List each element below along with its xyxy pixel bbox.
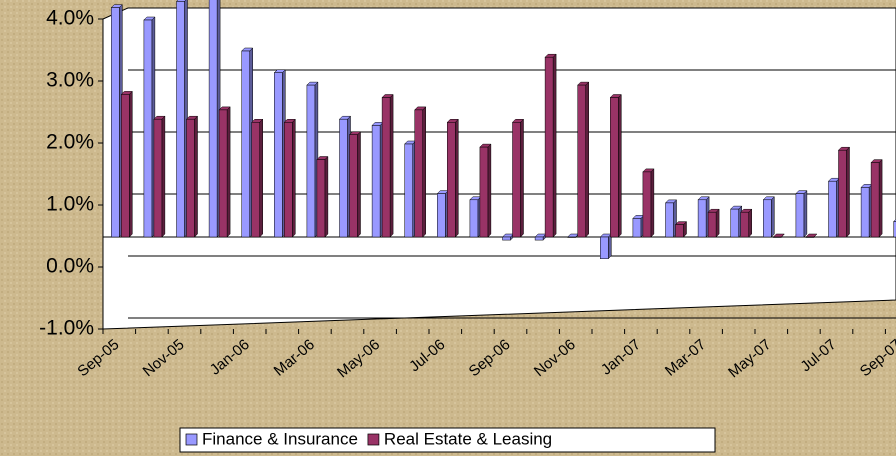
bar <box>805 236 815 238</box>
y-tick-label: 4.0% <box>46 7 94 30</box>
bar <box>121 94 130 238</box>
legend-swatch <box>185 433 198 446</box>
bar <box>642 171 652 238</box>
y-tick-label: 3.0% <box>46 69 94 92</box>
legend-label: Real Estate & Leasing <box>384 429 552 448</box>
bar <box>414 109 423 238</box>
bar-side <box>487 143 492 238</box>
bar <box>577 84 586 238</box>
bar <box>284 122 293 238</box>
legend-box <box>179 427 716 453</box>
bar-side <box>324 155 329 238</box>
bar-side <box>803 189 808 238</box>
bar <box>544 56 554 238</box>
bar-side <box>846 146 850 238</box>
bar <box>763 199 772 238</box>
bar-side <box>552 53 557 238</box>
bar <box>381 97 391 238</box>
plot-area <box>102 7 896 330</box>
bar-side <box>618 93 622 238</box>
bar <box>241 50 250 238</box>
bar <box>600 236 609 259</box>
bar <box>176 1 185 238</box>
bar-side <box>650 168 655 238</box>
bar <box>838 149 847 238</box>
bar <box>479 146 489 238</box>
y-tick-label: 2.0% <box>46 131 94 154</box>
y-tick-label: 0.0% <box>46 255 94 278</box>
bar-side <box>161 115 166 238</box>
bar <box>306 84 316 238</box>
bar-side <box>357 131 361 238</box>
bar-side <box>715 208 720 238</box>
bar <box>143 19 153 238</box>
legend-label: Finance & Insurance <box>202 429 358 448</box>
bar <box>795 193 805 238</box>
y-tick-label: -1.0% <box>39 317 94 340</box>
bar-side <box>226 106 231 238</box>
bar-side <box>129 90 133 238</box>
bar-side <box>748 208 752 238</box>
bar <box>469 199 479 238</box>
bar-side <box>194 115 198 238</box>
bar <box>339 118 348 238</box>
bar-side <box>608 233 612 260</box>
bar <box>186 118 195 238</box>
bar <box>534 236 544 241</box>
bar <box>707 211 717 238</box>
bar-side <box>422 106 426 238</box>
bar <box>447 122 456 238</box>
bar-side <box>878 158 883 238</box>
bar <box>404 143 413 238</box>
bar <box>218 109 228 238</box>
bar <box>512 122 521 238</box>
bar-side <box>292 118 296 238</box>
bar <box>860 187 870 238</box>
bar <box>208 0 218 238</box>
bar-side <box>389 93 394 238</box>
y-tick-label: 1.0% <box>46 193 94 216</box>
bar <box>697 199 707 238</box>
bar <box>274 72 283 238</box>
bar <box>153 118 163 238</box>
bar-side <box>259 118 263 238</box>
bar <box>349 134 358 238</box>
bar <box>893 221 896 238</box>
bar <box>251 122 260 238</box>
bar-side <box>585 81 589 238</box>
bar <box>730 208 739 238</box>
bar-side <box>771 196 775 238</box>
bar-side <box>455 118 459 238</box>
bar-side <box>520 118 524 238</box>
bar <box>502 236 511 241</box>
bar <box>610 97 619 238</box>
bar <box>567 236 576 238</box>
bar <box>371 125 381 238</box>
bar <box>773 236 782 238</box>
bar <box>675 224 684 238</box>
legend: Finance & Insurance Real Estate & Leasing <box>179 427 716 453</box>
bar <box>632 218 642 238</box>
bar <box>111 7 120 238</box>
bar <box>870 162 880 238</box>
bar <box>828 180 837 238</box>
legend-swatch <box>367 433 380 446</box>
bar <box>740 211 749 238</box>
bar <box>665 202 674 238</box>
bar <box>316 159 326 238</box>
bar <box>437 193 446 238</box>
